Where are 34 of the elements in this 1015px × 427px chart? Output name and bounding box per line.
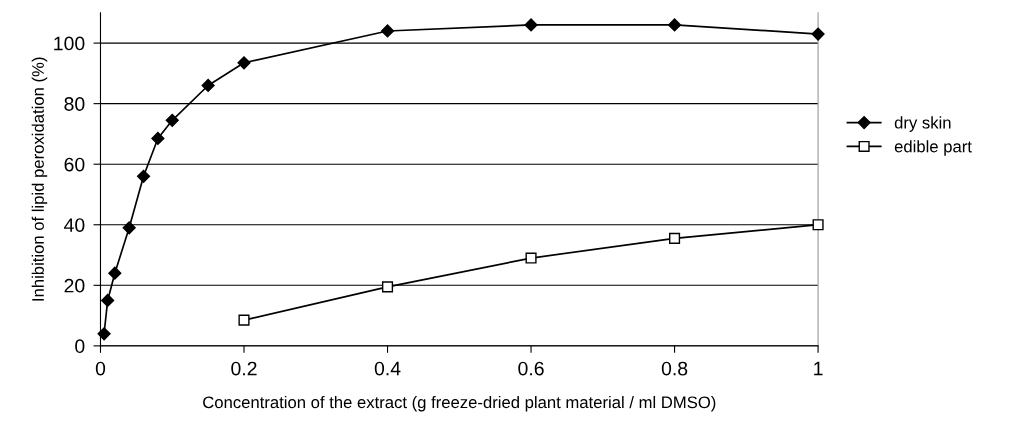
y-axis-title: Inhibition of lipid peroxidation (%)	[31, 57, 48, 301]
point	[108, 266, 122, 280]
y-tick-label: 20	[64, 278, 85, 293]
legend-label: dry skin	[894, 116, 951, 132]
y-tick-label: 60	[64, 157, 85, 172]
point	[524, 18, 538, 32]
point	[122, 221, 136, 235]
point	[381, 281, 394, 293]
x-axis-title: Concentration of the extract (g freeze-dried plant material / ml DMSO)	[203, 395, 716, 412]
x-tick-label: 0	[95, 361, 106, 376]
y-tick-label: 0	[75, 339, 85, 354]
point	[97, 327, 111, 341]
point	[165, 113, 179, 127]
y-tick-label: 100	[54, 36, 85, 51]
point	[101, 293, 115, 308]
point	[669, 232, 681, 244]
point	[525, 252, 537, 264]
point	[812, 219, 824, 231]
x-tick-label: 0.4	[374, 361, 401, 376]
x-tick-label: 0.6	[518, 361, 544, 376]
y-tick-label: 40	[64, 218, 85, 232]
point	[238, 314, 250, 326]
point	[380, 24, 395, 38]
point	[667, 18, 682, 32]
legend-label: edible part	[894, 140, 972, 156]
point	[201, 78, 215, 93]
x-tick-label: 1	[814, 361, 823, 376]
point	[237, 56, 251, 70]
y-tick-label: 80	[64, 97, 85, 111]
point	[136, 169, 151, 183]
point	[811, 27, 825, 41]
point	[151, 131, 165, 146]
x-tick-label: 0.8	[661, 361, 688, 376]
x-tick-label: 0.2	[231, 361, 257, 376]
